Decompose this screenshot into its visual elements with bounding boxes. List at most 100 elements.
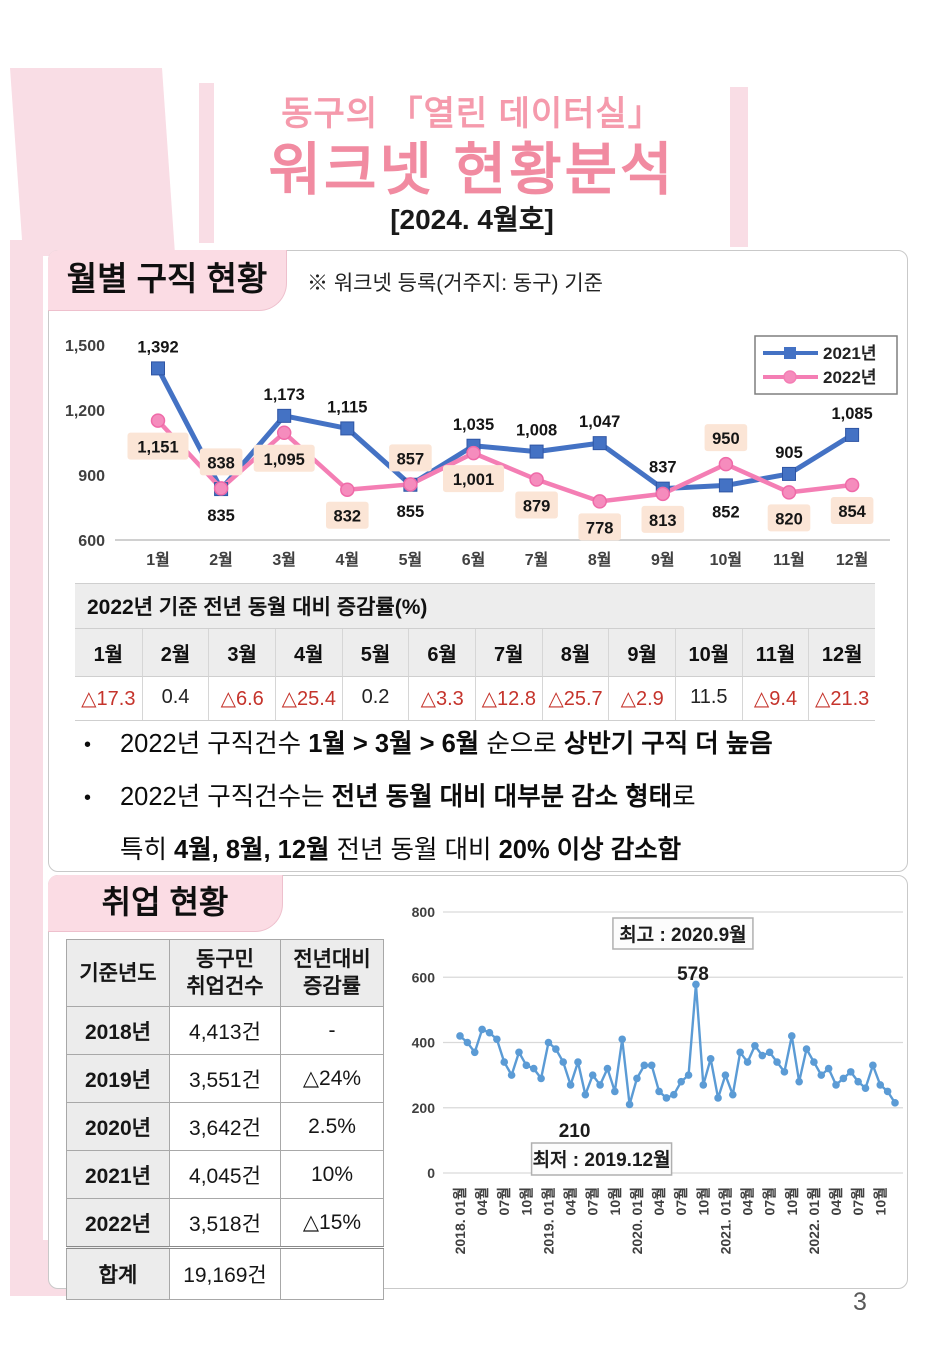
svg-text:600: 600	[412, 969, 436, 985]
svg-text:최고 : 2020.9월: 최고 : 2020.9월	[619, 924, 746, 946]
decor-title-bar-right	[730, 87, 748, 247]
svg-text:8월: 8월	[588, 551, 612, 569]
svg-text:04월: 04월	[828, 1187, 844, 1215]
svg-text:1,095: 1,095	[264, 451, 305, 469]
svg-text:832: 832	[334, 508, 362, 526]
svg-text:820: 820	[775, 510, 803, 528]
employment-table-header: 기준년도	[66, 939, 170, 1007]
bullet-text: 2022년 구직건수는 전년 동월 대비 대부분 감소 형태로	[120, 783, 696, 811]
section2-heading: 취업 현황	[48, 875, 283, 932]
change-table-month: 3월	[208, 629, 275, 677]
page-number: 3	[853, 1288, 867, 1316]
value-cell: △24%	[280, 1054, 384, 1103]
change-table-value: 11.5	[674, 677, 742, 720]
issue-label: [2024. 4월호]	[390, 204, 554, 235]
change-rate-table: 2022년 기준 전년 동월 대비 증감률(%) 1월 2월 3월 4월 5월 6월 7월 8월…	[75, 583, 875, 721]
svg-text:07월: 07월	[585, 1187, 601, 1215]
svg-text:10월: 10월	[710, 551, 743, 569]
change-table-value: 0.4	[141, 677, 209, 720]
svg-text:835: 835	[207, 507, 235, 525]
value-cell: 4,413건	[168, 1006, 282, 1055]
year-cell: 2022년	[66, 1198, 170, 1248]
change-table-month: 4월	[274, 629, 342, 677]
bullet-line: 특히 4월, 8월, 12월 전년 동월 대비 20% 이상 감소함	[84, 832, 874, 868]
svg-text:1,151: 1,151	[137, 439, 178, 457]
svg-text:2022. 01월: 2022. 01월	[806, 1187, 822, 1254]
svg-text:2021. 01월: 2021. 01월	[717, 1187, 733, 1254]
change-table-value: △25.7	[541, 677, 609, 720]
change-table-value: △2.9	[608, 677, 675, 720]
svg-text:1,500: 1,500	[65, 338, 105, 355]
svg-text:857: 857	[397, 450, 425, 468]
svg-text:2019. 01월: 2019. 01월	[540, 1187, 556, 1254]
svg-text:04월: 04월	[474, 1187, 490, 1215]
employment-trend-chart: 800 600 400 200 0 2018. 01월 04월 07월 10월 2019. 01월…	[412, 904, 903, 1254]
value-cell: △15%	[280, 1198, 384, 1248]
change-table-title: 2022년 기준 전년 동월 대비 증감률(%)	[75, 584, 875, 629]
svg-text:2022년: 2022년	[823, 368, 876, 387]
svg-text:07월: 07월	[496, 1187, 512, 1215]
svg-text:800: 800	[412, 904, 436, 920]
svg-text:813: 813	[649, 512, 677, 530]
section-employment: 취업 현황 기준년도 동구민 취업건수 전년대비 증감률 2018년 4,413건 -2019…	[48, 875, 908, 1300]
svg-text:07월: 07월	[673, 1187, 689, 1215]
svg-text:6월: 6월	[462, 551, 486, 569]
bullet-marker: •	[84, 787, 92, 809]
value-cell	[280, 1246, 384, 1300]
svg-text:905: 905	[775, 444, 803, 462]
bullet-marker: •	[84, 734, 92, 756]
svg-text:7월: 7월	[525, 551, 549, 569]
svg-text:879: 879	[523, 498, 551, 516]
change-table-value: △6.6	[208, 677, 275, 720]
svg-text:1,001: 1,001	[453, 471, 494, 489]
monthly-jobseek-chart: 1,500 1,200 900 600 1월 2월 3월 4월 5월 6월 7월 8월 9월 10월 11월…	[65, 335, 898, 569]
svg-text:2018. 01월: 2018. 01월	[452, 1187, 468, 1254]
change-table-month: 11월	[741, 629, 809, 677]
svg-text:10월: 10월	[872, 1187, 888, 1215]
employment-table-row: 합계 19,169건	[66, 1246, 384, 1300]
change-table-value: △12.8	[474, 677, 542, 720]
value-cell: 3,551건	[168, 1054, 282, 1103]
year-cell: 2019년	[66, 1054, 170, 1103]
year-cell: 2020년	[66, 1102, 170, 1151]
svg-text:2020. 01월: 2020. 01월	[629, 1187, 645, 1254]
change-table-month: 8월	[541, 629, 609, 677]
svg-text:04월: 04월	[563, 1187, 579, 1215]
svg-text:837: 837	[649, 459, 677, 477]
year-cell: 2018년	[66, 1006, 170, 1055]
svg-text:1,047: 1,047	[579, 413, 620, 431]
year-cell: 합계	[66, 1246, 170, 1300]
section1-note: ※ 워크넷 등록(거주지: 동구) 기준	[307, 272, 603, 295]
change-table-month: 12월	[808, 629, 875, 677]
svg-text:10월: 10월	[784, 1187, 800, 1215]
svg-text:04월: 04월	[651, 1187, 667, 1215]
change-table-value: 0.2	[341, 677, 409, 720]
employment-table-row: 2019년 3,551건 △24%	[66, 1054, 384, 1103]
decor-left-strip	[10, 240, 43, 1296]
report-title: 워크넷 현황분석	[268, 138, 676, 202]
svg-text:10월: 10월	[607, 1187, 623, 1215]
bullet-text: 2022년 구직건수 1월 > 3월 > 6월 순으로 상반기 구직 더 높음	[120, 730, 773, 758]
change-table-month: 1월	[75, 629, 142, 677]
change-table-value: △17.3	[75, 677, 142, 720]
change-table-month: 10월	[674, 629, 742, 677]
employment-table-header: 동구민 취업건수	[168, 939, 282, 1007]
commentary-bullets: • 2022년 구직건수 1월 > 3월 > 6월 순으로 상반기 구직 더 높음…	[84, 726, 874, 883]
value-cell: 3,642건	[168, 1102, 282, 1151]
svg-text:900: 900	[78, 468, 105, 485]
svg-text:1,035: 1,035	[453, 416, 494, 434]
svg-text:5월: 5월	[399, 551, 423, 569]
svg-text:950: 950	[712, 430, 740, 448]
section1-heading: 월별 구직 현황	[48, 250, 287, 311]
employment-table-row: 2020년 3,642건 2.5%	[66, 1102, 384, 1151]
change-table-month: 6월	[408, 629, 475, 677]
svg-text:2월: 2월	[209, 551, 233, 569]
svg-text:최저 : 2019.12월: 최저 : 2019.12월	[533, 1149, 671, 1171]
svg-text:12월: 12월	[836, 551, 869, 569]
svg-text:578: 578	[677, 964, 709, 985]
value-cell: 10%	[280, 1150, 384, 1199]
svg-text:1,173: 1,173	[264, 386, 305, 404]
svg-text:3월: 3월	[272, 551, 296, 569]
svg-text:852: 852	[712, 503, 740, 521]
svg-text:1,008: 1,008	[516, 422, 557, 440]
